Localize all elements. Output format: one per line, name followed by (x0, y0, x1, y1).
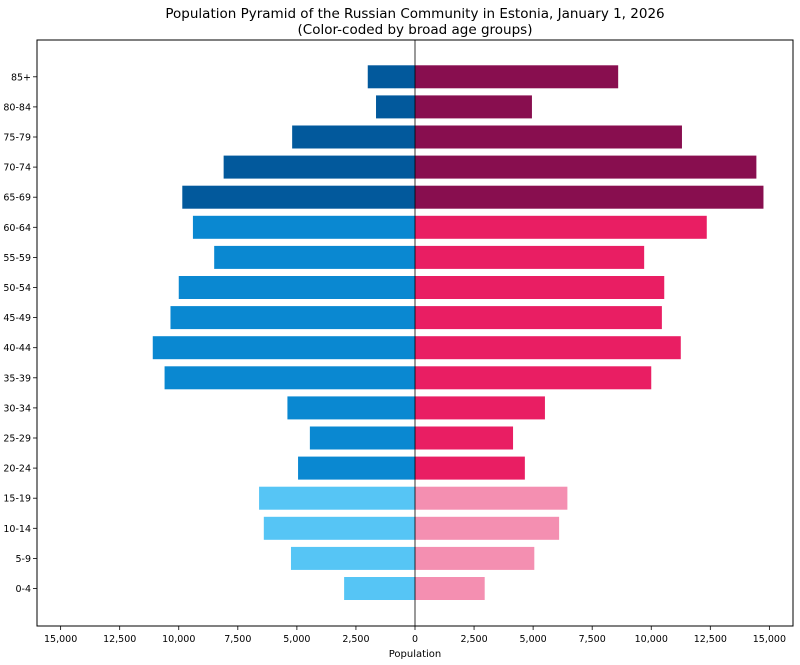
bar-left-65-69 (182, 185, 415, 209)
bar-left-0-4 (344, 577, 415, 600)
bar-left-10-14 (263, 516, 415, 540)
bar-left-55-59 (214, 245, 415, 269)
bars-group (152, 65, 764, 600)
y-tick-label-35-39: 35-39 (3, 373, 31, 384)
x-axis: 15,000 12,500 10,000 7,500 5,000 2,500 0 2,500 5… (44, 626, 786, 645)
chart-subtitle: (Color-coded by broad age groups) (298, 22, 533, 38)
bar-right-40-44 (415, 336, 681, 360)
x-axis-label: Population (389, 649, 442, 660)
x-tick-label: 15,000 (753, 634, 786, 645)
y-tick-label-85+: 85+ (11, 72, 31, 83)
bar-left-35-39 (164, 366, 415, 390)
bar-left-50-54 (178, 276, 415, 299)
x-tick-label: 7,500 (579, 634, 606, 645)
bar-right-25-29 (415, 426, 514, 450)
bar-left-15-19 (259, 486, 415, 510)
bar-right-85+ (415, 65, 619, 89)
y-tick-label-20-24: 20-24 (3, 464, 31, 475)
bar-right-50-54 (415, 276, 665, 299)
x-tick-label: 10,000 (635, 634, 668, 645)
bar-right-75-79 (415, 125, 682, 149)
bar-right-30-34 (415, 396, 545, 420)
y-tick-label-45-49: 45-49 (3, 313, 31, 324)
y-tick-label-10-14: 10-14 (3, 524, 31, 535)
bar-right-65-69 (415, 185, 764, 209)
bar-right-35-39 (415, 366, 652, 390)
y-tick-label-0-4: 0-4 (15, 584, 31, 595)
x-tick-label: 5,000 (520, 634, 547, 645)
bar-left-40-44 (152, 336, 415, 360)
y-tick-label-15-19: 15-19 (3, 494, 31, 505)
x-tick-label: 15,000 (44, 634, 77, 645)
y-tick-label-80-84: 80-84 (3, 102, 31, 113)
bar-right-20-24 (415, 456, 525, 480)
y-tick-label-70-74: 70-74 (3, 163, 31, 174)
chart-title: Population Pyramid of the Russian Commun… (165, 6, 664, 22)
bar-right-70-74 (415, 155, 757, 179)
x-tick-label: 0 (412, 634, 418, 645)
y-tick-label-65-69: 65-69 (3, 193, 31, 204)
bar-right-5-9 (415, 546, 535, 570)
bar-right-15-19 (415, 486, 568, 510)
bar-left-75-79 (292, 125, 415, 149)
y-tick-label-75-79: 75-79 (3, 133, 31, 144)
bar-right-45-49 (415, 306, 662, 330)
bar-right-80-84 (415, 95, 532, 119)
bar-right-60-64 (415, 215, 707, 239)
y-tick-label-25-29: 25-29 (3, 434, 31, 445)
x-tick-label: 2,500 (342, 634, 369, 645)
x-tick-label: 2,500 (460, 634, 487, 645)
bar-left-60-64 (192, 215, 415, 239)
bar-left-85+ (367, 65, 415, 89)
x-tick-label: 7,500 (224, 634, 251, 645)
bar-left-20-24 (298, 456, 415, 480)
x-tick-label: 5,000 (283, 634, 310, 645)
x-tick-label: 12,500 (103, 634, 136, 645)
y-tick-label-60-64: 60-64 (3, 223, 31, 234)
y-tick-label-50-54: 50-54 (3, 283, 31, 294)
bar-right-0-4 (415, 577, 485, 600)
bar-left-5-9 (290, 546, 415, 570)
bar-left-30-34 (287, 396, 415, 420)
bar-left-25-29 (309, 426, 415, 450)
bar-left-80-84 (376, 95, 415, 119)
bar-left-45-49 (170, 306, 415, 330)
x-tick-label: 12,500 (694, 634, 727, 645)
y-axis: 0-4 5-9 10-14 15-19 20-24 25-29 30-34 35-39 40-4… (3, 72, 37, 595)
bar-right-10-14 (415, 516, 560, 540)
y-tick-label-5-9: 5-9 (15, 554, 31, 565)
y-tick-label-40-44: 40-44 (3, 343, 31, 354)
y-tick-label-30-34: 30-34 (3, 403, 31, 414)
x-tick-label: 10,000 (162, 634, 195, 645)
y-tick-label-55-59: 55-59 (3, 253, 31, 264)
bar-left-70-74 (223, 155, 415, 179)
bar-right-55-59 (415, 245, 645, 269)
